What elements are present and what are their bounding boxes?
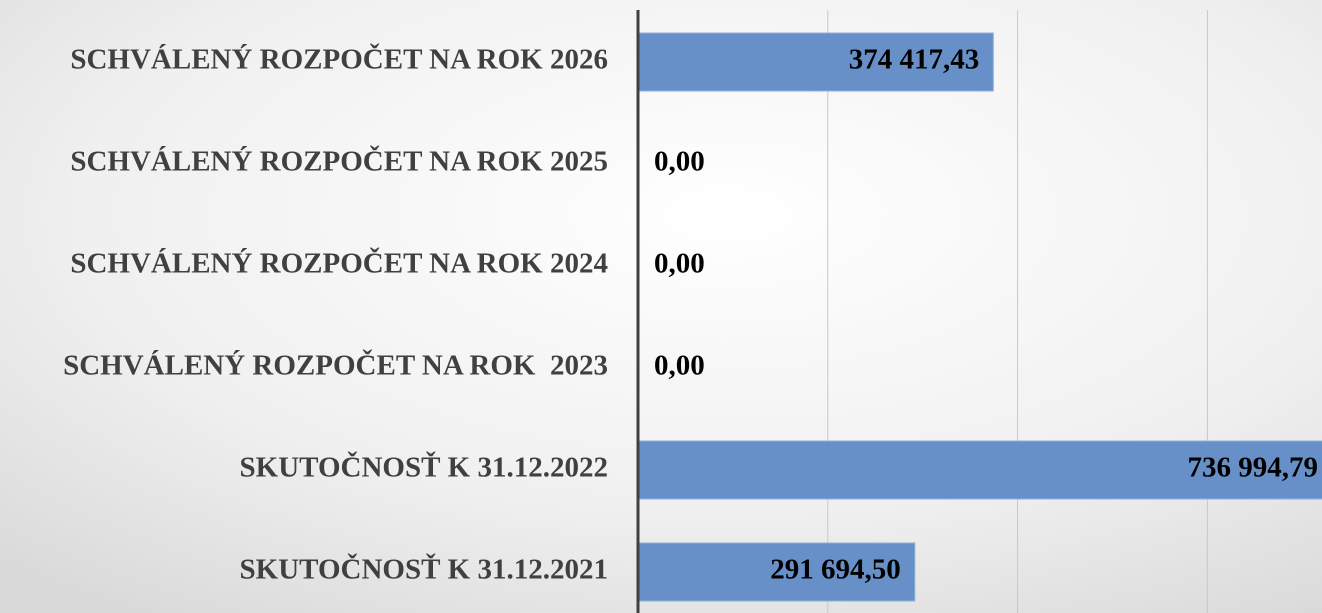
bar: [637, 542, 916, 602]
value-label: 0,00: [654, 248, 705, 280]
labels: SCHVÁLENÝ ROZPOČET NA ROK 2026 374 417,43…: [63, 43, 1318, 586]
value-label: 0,00: [654, 350, 705, 382]
category-label: SCHVÁLENÝ ROZPOČET NA ROK 2024: [70, 247, 608, 280]
category-label: SCHVÁLENÝ ROZPOČET NA ROK 2025: [70, 145, 608, 178]
value-label: 736 994,79: [1188, 452, 1319, 484]
grid: [827, 10, 1208, 613]
category-label: SCHVÁLENÝ ROZPOČET NA ROK 2023: [63, 349, 608, 382]
bar: [637, 440, 1322, 500]
bars: [637, 32, 1322, 602]
value-label: 291 694,50: [770, 554, 901, 586]
value-label: 374 417,43: [849, 44, 980, 76]
category-label: SCHVÁLENÝ ROZPOČET NA ROK 2026: [70, 43, 608, 76]
value-label: 0,00: [654, 146, 705, 178]
category-label: SKUTOČNOSŤ K 31.12.2021: [240, 553, 608, 586]
bar: [637, 32, 994, 92]
category-label: SKUTOČNOSŤ K 31.12.2022: [240, 451, 608, 484]
